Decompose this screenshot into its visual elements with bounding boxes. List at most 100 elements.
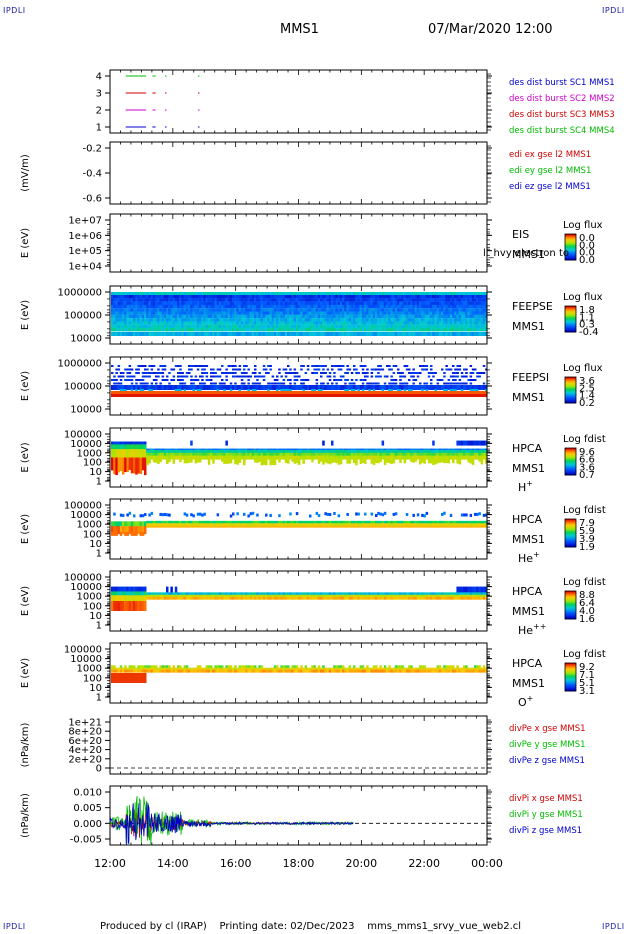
heatmap-cell: [304, 321, 308, 325]
heatmap-cell: [425, 321, 429, 325]
heatmap-cell: [328, 311, 332, 315]
heatmap-cell: [260, 452, 264, 458]
heatmap-cell: [212, 304, 215, 309]
heatmap-cell: [375, 332, 378, 336]
heatmap-cell: [359, 379, 363, 381]
heatmap-cell: [434, 318, 437, 322]
heatmap-cell: [421, 301, 424, 305]
heatmap-cell: [192, 391, 195, 394]
heatmap-cell: [262, 332, 266, 336]
heatmap-cell: [403, 311, 407, 315]
heatmap-cell: [144, 328, 147, 332]
heatmap-cell: [289, 314, 292, 319]
heatmap-cell: [168, 328, 171, 332]
heatmap-cell: [166, 452, 169, 458]
colorbar-tick-label: 6.6: [579, 455, 595, 466]
heatmap-cell: [181, 449, 184, 454]
heatmap-cell: [254, 318, 257, 322]
heatmap-cell: [392, 394, 396, 397]
heatmap-cell: [245, 311, 248, 315]
heatmap-cell: [128, 321, 132, 325]
heatmap-cell: [445, 455, 448, 460]
heatmap-cell: [245, 304, 248, 309]
heatmap-cell: [115, 298, 118, 302]
heatmap-cell: [463, 328, 466, 332]
heatmap-cell: [324, 304, 327, 309]
heatmap-cell: [348, 368, 352, 371]
heatmap-cell: [278, 324, 281, 329]
heatmap-cell: [454, 314, 457, 319]
heatmap-cell: [454, 372, 457, 374]
heatmap-cell: [289, 332, 292, 336]
heatmap-cell: [392, 365, 396, 367]
heatmap-cell: [355, 391, 358, 394]
heatmap-cell: [203, 324, 206, 329]
colorbar-cell: [565, 449, 576, 451]
heatmap-cell: [449, 382, 453, 385]
heatmap-cell: [449, 394, 453, 397]
heatmap-cell: [192, 304, 195, 309]
heatmap-cell: [456, 458, 459, 464]
heatmap-cell: [115, 394, 118, 397]
heatmap-cell: [368, 304, 371, 309]
heatmap-cell: [346, 295, 349, 299]
heatmap-cell: [205, 394, 209, 397]
heatmap-cell: [350, 379, 354, 381]
heatmap-cell: [289, 292, 292, 295]
heatmap-cell: [474, 449, 477, 454]
heatmap-cell: [390, 324, 393, 329]
heatmap-cell: [247, 321, 250, 325]
heatmap-cell: [221, 321, 224, 325]
heatmap-cell: [229, 321, 233, 325]
heatmap-cell: [421, 455, 424, 460]
heatmap-cell: [379, 394, 382, 397]
heatmap-cell: [401, 311, 404, 315]
heatmap-cell: [152, 455, 156, 460]
heatmap-cell: [287, 314, 290, 319]
heatmap-cell: [328, 298, 332, 302]
heatmap-cell: [258, 295, 261, 299]
heatmap-cell: [155, 328, 158, 332]
heatmap-cell: [408, 324, 411, 329]
heatmap-cell: [342, 301, 345, 305]
heatmap-cell: [335, 318, 338, 322]
heatmap-cell: [339, 314, 343, 319]
heatmap-cell: [368, 394, 371, 397]
heatmap-cell: [128, 298, 132, 302]
heatmap-cell: [124, 531, 127, 536]
heatmap-cell: [144, 457, 147, 476]
heatmap-cell: [372, 385, 376, 390]
heatmap-cell: [223, 318, 226, 322]
heatmap-cell: [452, 452, 455, 458]
heatmap-cell: [126, 308, 129, 312]
heatmap-cell: [179, 385, 182, 390]
heatmap-cell: [135, 321, 138, 325]
heatmap-cell: [130, 379, 134, 381]
heatmap-cell: [397, 455, 400, 460]
heatmap-cell: [379, 301, 382, 305]
heatmap-cell: [430, 385, 433, 390]
heatmap-cell: [335, 391, 338, 394]
heatmap-cell: [465, 452, 468, 458]
heatmap-cell: [423, 365, 426, 367]
heatmap-cell: [218, 295, 222, 299]
heatmap-cell: [348, 292, 352, 295]
heatmap-cell: [361, 301, 365, 305]
heatmap-cell: [280, 308, 283, 312]
heatmap-cell: [432, 394, 435, 397]
heatmap-cell: [181, 328, 184, 332]
heatmap-cell: [383, 311, 387, 315]
heatmap-cell: [201, 318, 204, 322]
heatmap-cell: [458, 391, 462, 394]
heatmap-cell: [225, 301, 228, 305]
heatmap-cell: [300, 379, 303, 381]
heatmap-cell: [269, 328, 272, 332]
heatmap-cell: [179, 391, 182, 394]
heatmap-cell: [144, 292, 147, 295]
heatmap-cell: [403, 324, 407, 329]
heatmap-cell: [454, 375, 457, 378]
heatmap-cell: [113, 292, 116, 295]
heatmap-cell: [333, 295, 336, 299]
colorbar-eis: [564, 233, 577, 261]
heatmap-cell: [273, 311, 277, 315]
